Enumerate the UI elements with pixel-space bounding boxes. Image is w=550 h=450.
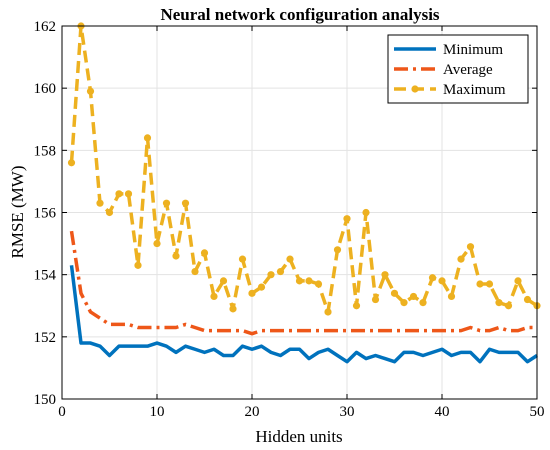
data-point (162, 199, 171, 207)
data-point (181, 199, 190, 207)
data-point (210, 292, 218, 301)
data-point (343, 215, 351, 223)
data-point (276, 267, 285, 276)
series-line-maximum (69, 24, 538, 314)
x-tick-label: 40 (435, 404, 450, 420)
data-point (153, 239, 161, 248)
x-tick-label: 30 (340, 404, 355, 420)
data-point (200, 249, 209, 257)
series-maximum (67, 22, 541, 316)
data-point (390, 289, 399, 297)
legend-label: Maximum (443, 82, 506, 98)
data-point (134, 261, 142, 269)
data-point (409, 292, 418, 301)
legend-marker (411, 85, 419, 93)
data-point (371, 295, 380, 304)
data-point (305, 277, 313, 285)
y-tick-label: 156 (34, 206, 57, 222)
data-point (419, 299, 427, 307)
x-axis-label: Hidden units (255, 427, 342, 446)
data-point (96, 199, 104, 207)
data-point (229, 305, 237, 313)
data-point (286, 255, 294, 263)
data-point (352, 302, 361, 310)
chart-title: Neural network configuration analysis (160, 5, 439, 24)
series-line-average (69, 230, 537, 336)
data-point (67, 159, 76, 167)
data-point (400, 299, 408, 307)
x-tick-label: 0 (58, 404, 66, 420)
data-point (523, 295, 532, 304)
series-layer (67, 22, 541, 364)
y-tick-label: 158 (34, 143, 57, 159)
data-point (466, 243, 475, 251)
legend-label: Minimum (443, 42, 503, 58)
data-point (172, 252, 180, 260)
data-point (457, 255, 465, 263)
data-point (438, 277, 446, 285)
y-tick-label: 152 (34, 330, 57, 346)
data-point (447, 292, 456, 301)
data-point (124, 190, 133, 198)
data-point (115, 190, 123, 198)
data-point (381, 271, 389, 279)
data-point (143, 134, 152, 142)
series-minimum (69, 265, 538, 364)
data-point (238, 255, 247, 263)
data-point (314, 280, 323, 288)
data-point (219, 277, 228, 285)
data-point (428, 274, 437, 282)
y-tick-label: 154 (34, 268, 57, 284)
data-point (248, 289, 256, 297)
data-point (504, 302, 513, 310)
data-point (514, 277, 522, 285)
data-point (362, 208, 370, 217)
data-point (191, 267, 199, 276)
x-tick-label: 50 (530, 404, 545, 420)
legend: Minimum Average Maximum (387, 34, 529, 104)
y-tick-label: 162 (34, 19, 57, 35)
data-point (495, 299, 503, 307)
data-point (86, 87, 95, 95)
data-point (485, 280, 494, 288)
x-tick-label: 20 (245, 404, 260, 420)
y-tick-label: 150 (34, 392, 57, 408)
x-tick-label: 10 (150, 404, 165, 420)
data-point (333, 246, 342, 254)
data-point (324, 308, 332, 316)
series-average (69, 230, 537, 336)
data-point (476, 280, 484, 288)
legend-label: Average (443, 62, 493, 78)
data-point (295, 277, 304, 285)
data-point (105, 208, 114, 217)
data-point (257, 283, 266, 291)
data-point (267, 271, 275, 279)
y-axis-label: RMSE (MW) (8, 165, 27, 258)
legend-box (387, 34, 529, 104)
ticks: 0 10 20 30 40 50 150 152 154 156 158 160 162 (34, 19, 545, 420)
y-tick-label: 160 (34, 81, 57, 97)
series-line-minimum (69, 265, 538, 364)
